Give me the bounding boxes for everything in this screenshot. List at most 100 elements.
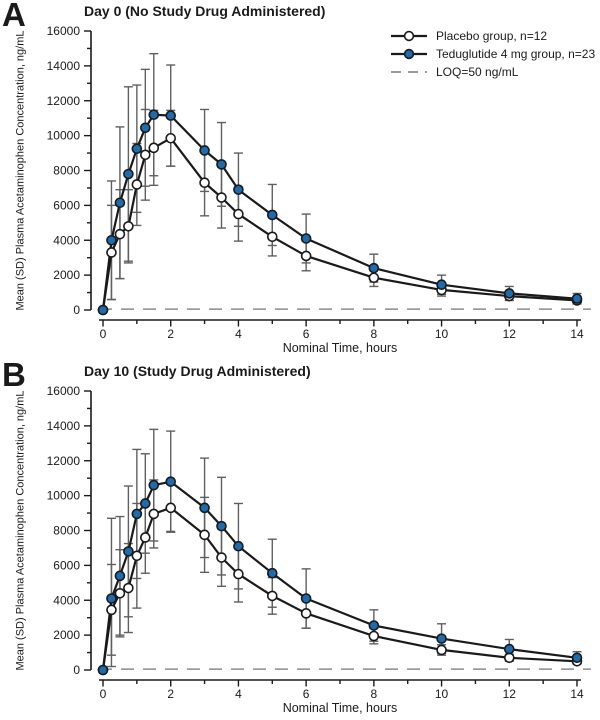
x-tick-label: 10: [435, 327, 449, 341]
x-tick-label: 8: [371, 687, 378, 701]
data-point-marker: [97, 304, 109, 316]
data-point-marker: [114, 228, 126, 240]
data-point-marker: [114, 570, 126, 582]
data-point-marker: [123, 221, 134, 232]
y-tick-label: 6000: [53, 558, 80, 572]
data-point-marker: [140, 532, 151, 543]
data-point-marker: [140, 149, 151, 161]
x-tick-label: 6: [303, 327, 310, 341]
data-point-marker: [123, 546, 134, 557]
data-point-marker: [503, 288, 515, 299]
y-tick-label: 16000: [47, 24, 81, 38]
data-point-marker: [131, 508, 143, 520]
data-point-marker: [266, 231, 278, 243]
data-point-marker: [106, 604, 117, 616]
panel-a-plot: 0 2000 4000 6000 8000 10000 12000 14000 16000 0 2 4…: [47, 24, 591, 341]
data-point-marker: [199, 145, 210, 156]
panel-b-title: Day 10 (Study Drug Administered): [84, 363, 311, 379]
data-point-marker: [131, 143, 143, 155]
data-point-marker: [503, 652, 515, 664]
panel-a-letter: A: [2, 0, 26, 33]
panel-b: B Day 10 (Study Drug Administered) Mean …: [0, 356, 600, 720]
y-tick-label: 4000: [53, 233, 80, 247]
data-point-marker: [233, 568, 244, 580]
y-tick-label: 14000: [47, 419, 81, 433]
chart-legend: Placebo group, n=12 Teduglutide 4 mg gro…: [391, 28, 595, 79]
data-point-marker: [436, 644, 447, 656]
data-point-marker: [165, 476, 177, 487]
data-point-marker: [571, 293, 583, 304]
data-point-marker: [114, 197, 126, 209]
x-tick-label: 0: [100, 327, 107, 341]
error-bars: [106, 52, 582, 305]
teduglutide-markers: [97, 109, 583, 316]
x-tick-label: 14: [570, 687, 584, 701]
data-point-marker: [571, 652, 583, 664]
data-point-marker: [199, 502, 210, 514]
data-point-marker: [148, 479, 160, 491]
legend-label-loq: LOQ=50 ng/mL: [436, 64, 519, 79]
panel-a-x-axis-title: Nominal Time, hours: [282, 341, 398, 355]
panel-a: A Day 0 (No Study Drug Administered) Mea…: [2, 0, 595, 355]
data-point-marker: [114, 587, 126, 599]
data-point-marker: [106, 247, 117, 258]
y-tick-label: 0: [73, 663, 80, 677]
data-point-marker: [199, 529, 210, 541]
x-tick-label: 14: [570, 327, 584, 341]
legend-label-placebo: Placebo group, n=12: [436, 28, 548, 43]
data-point-marker: [503, 643, 515, 655]
panel-b-x-axis-title: Nominal Time, hours: [282, 701, 398, 715]
data-point-marker: [131, 550, 143, 562]
data-point-marker: [140, 498, 151, 509]
x-tick-label: 12: [503, 687, 517, 701]
axes: 0 2000 4000 6000 8000 10000 12000 14000 16000 0 2 4…: [47, 384, 584, 701]
data-point-marker: [300, 593, 312, 604]
x-tick-label: 10: [435, 687, 449, 701]
x-tick-label: 6: [303, 687, 310, 701]
data-point-marker: [233, 184, 244, 195]
x-tick-label: 2: [167, 327, 174, 341]
y-tick-label: 10000: [47, 129, 81, 143]
y-tick-label: 8000: [53, 524, 80, 538]
open-circle-marker-icon: [391, 30, 427, 41]
data-point-marker: [131, 179, 143, 190]
data-point-marker: [216, 552, 227, 563]
data-point-marker: [216, 159, 227, 170]
y-tick-label: 16000: [47, 384, 81, 398]
filled-circle-marker-icon: [391, 48, 427, 59]
y-tick-label: 0: [73, 303, 80, 317]
panel-b-plot: 0 2000 4000 6000 8000 10000 12000 14000 16000 0 2 4…: [47, 384, 591, 701]
y-tick-label: 12000: [47, 454, 81, 468]
x-tick-label: 4: [235, 687, 242, 701]
legend-label-teduglutide: Teduglutide 4 mg group, n=23: [436, 46, 596, 61]
data-point-marker: [368, 620, 380, 631]
data-point-marker: [300, 233, 312, 244]
x-tick-label: 4: [235, 327, 242, 341]
y-tick-label: 4000: [53, 593, 80, 607]
dashed-line-icon: [391, 70, 427, 73]
data-point-marker: [266, 209, 278, 221]
data-point-marker: [199, 177, 210, 189]
y-tick-label: 14000: [47, 59, 81, 73]
x-tick-label: 2: [167, 687, 174, 701]
data-point-marker: [148, 109, 160, 120]
x-tick-label: 0: [100, 687, 107, 701]
y-tick-label: 8000: [53, 164, 80, 178]
data-point-marker: [300, 250, 312, 262]
data-point-marker: [266, 567, 278, 579]
data-point-marker: [165, 132, 177, 144]
y-tick-label: 2000: [53, 268, 80, 282]
error-bars: [106, 428, 582, 668]
data-point-marker: [368, 262, 380, 274]
data-point-marker: [300, 608, 312, 619]
data-point-marker: [148, 508, 160, 520]
data-point-marker: [97, 664, 109, 676]
data-point-marker: [233, 208, 244, 220]
data-point-marker: [436, 279, 447, 291]
data-point-marker: [123, 582, 134, 594]
data-point-marker: [216, 192, 227, 203]
x-tick-label: 12: [503, 327, 517, 341]
y-tick-label: 12000: [47, 94, 81, 108]
data-point-marker: [106, 234, 117, 246]
